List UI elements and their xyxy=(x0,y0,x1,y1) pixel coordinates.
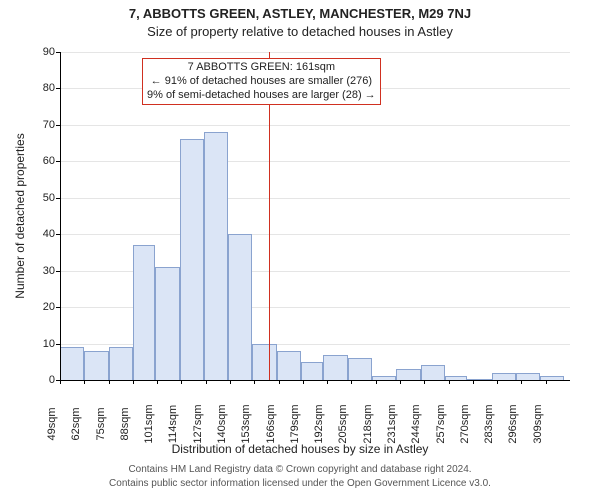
xtick-label: 62sqm xyxy=(70,407,82,440)
xtick-mark xyxy=(230,380,231,384)
xtick-mark xyxy=(424,380,425,384)
ytick-label: 30 xyxy=(43,265,55,277)
histogram-bar xyxy=(228,234,252,380)
xtick-label: 270sqm xyxy=(459,404,471,443)
ytick-label: 0 xyxy=(49,374,55,386)
xtick-mark xyxy=(473,380,474,384)
histogram-bar xyxy=(84,351,108,380)
footer-line1: Contains HM Land Registry data © Crown c… xyxy=(0,464,600,475)
grid-line xyxy=(60,52,570,53)
xtick-label: 140sqm xyxy=(216,404,228,443)
xtick-mark xyxy=(157,380,158,384)
ytick-label: 70 xyxy=(43,119,55,131)
histogram-bar xyxy=(516,373,540,380)
histogram-bar xyxy=(204,132,228,380)
xtick-mark xyxy=(400,380,401,384)
xtick-mark xyxy=(133,380,134,384)
xtick-label: 192sqm xyxy=(313,404,325,443)
callout-line2: ← 91% of detached houses are smaller (27… xyxy=(147,75,376,89)
xtick-mark xyxy=(546,380,547,384)
histogram-bar xyxy=(155,267,179,380)
ytick-label: 50 xyxy=(43,192,55,204)
callout-box: 7 ABBOTTS GREEN: 161sqm ← 91% of detache… xyxy=(142,58,381,105)
ytick-label: 10 xyxy=(43,338,55,350)
xtick-label: 283sqm xyxy=(483,404,495,443)
xtick-mark xyxy=(60,380,61,384)
ytick-label: 20 xyxy=(43,301,55,313)
xtick-label: 205sqm xyxy=(337,404,349,443)
histogram-bar xyxy=(60,347,84,380)
xtick-mark xyxy=(109,380,110,384)
xtick-label: 153sqm xyxy=(240,404,252,443)
histogram-bar xyxy=(421,365,445,380)
histogram-bar xyxy=(492,373,516,380)
histogram-bar xyxy=(180,139,204,380)
grid-line xyxy=(60,198,570,199)
xtick-label: 218sqm xyxy=(362,404,374,443)
histogram-bar xyxy=(396,369,420,380)
xtick-mark xyxy=(449,380,450,384)
xtick-mark xyxy=(327,380,328,384)
grid-line xyxy=(60,234,570,235)
histogram-bar xyxy=(252,344,276,380)
grid-line xyxy=(60,161,570,162)
xtick-label: 257sqm xyxy=(435,404,447,443)
address-title: 7, ABBOTTS GREEN, ASTLEY, MANCHESTER, M2… xyxy=(0,6,600,21)
xtick-label: 75sqm xyxy=(95,407,107,440)
ytick-label: 40 xyxy=(43,228,55,240)
xtick-label: 296sqm xyxy=(507,404,519,443)
footer-line2: Contains public sector information licen… xyxy=(0,478,600,489)
histogram-bar xyxy=(133,245,155,380)
xtick-mark xyxy=(497,380,498,384)
ytick-label: 90 xyxy=(43,46,55,58)
y-axis-label: Number of detached properties xyxy=(13,133,27,298)
xtick-label: 179sqm xyxy=(289,404,301,443)
histogram-bar xyxy=(109,347,133,380)
xtick-mark xyxy=(206,380,207,384)
xtick-mark xyxy=(181,380,182,384)
xtick-label: 101sqm xyxy=(143,404,155,443)
ytick-label: 60 xyxy=(43,155,55,167)
histogram-bar xyxy=(301,362,323,380)
xtick-label: 231sqm xyxy=(386,404,398,443)
grid-line xyxy=(60,125,570,126)
xtick-label: 88sqm xyxy=(119,407,131,440)
xtick-label: 49sqm xyxy=(46,407,58,440)
xtick-mark xyxy=(376,380,377,384)
xtick-mark xyxy=(351,380,352,384)
x-axis xyxy=(60,380,570,381)
xtick-mark xyxy=(254,380,255,384)
callout-line1: 7 ABBOTTS GREEN: 161sqm xyxy=(147,61,376,75)
xtick-label: 309sqm xyxy=(532,404,544,443)
xtick-mark xyxy=(84,380,85,384)
xtick-mark xyxy=(521,380,522,384)
x-axis-label: Distribution of detached houses by size … xyxy=(0,442,600,456)
xtick-label: 114sqm xyxy=(167,405,179,443)
xtick-mark xyxy=(279,380,280,384)
histogram-bar xyxy=(348,358,372,380)
xtick-label: 127sqm xyxy=(192,404,204,443)
histogram-bar xyxy=(277,351,301,380)
callout-line3: 9% of semi-detached houses are larger (2… xyxy=(147,89,376,103)
ytick-label: 80 xyxy=(43,82,55,94)
subtitle: Size of property relative to detached ho… xyxy=(0,24,600,39)
y-axis xyxy=(60,52,61,380)
xtick-label: 244sqm xyxy=(410,404,422,443)
histogram-bar xyxy=(323,355,347,381)
xtick-mark xyxy=(303,380,304,384)
xtick-label: 166sqm xyxy=(265,404,277,443)
